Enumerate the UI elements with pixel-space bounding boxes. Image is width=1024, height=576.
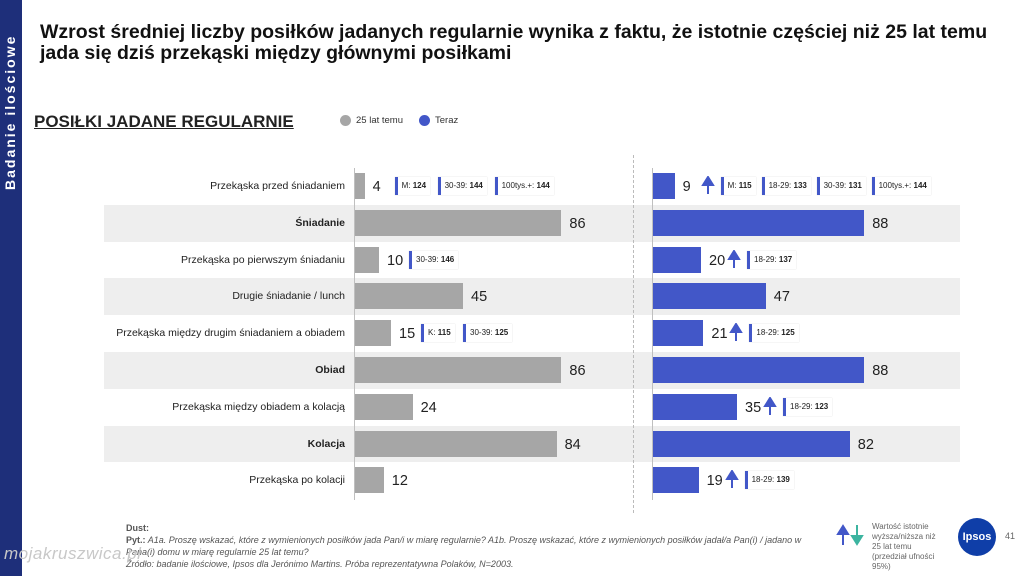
footnote-question: A1a. Proszę wskazać, które z wymienionyc… xyxy=(126,535,802,557)
value-label-past: 12 xyxy=(391,473,408,490)
chart-divider xyxy=(633,155,634,513)
significance-arrows-icon xyxy=(836,524,864,546)
significance-note: Wartość istotnie wyższa/niższa niż 25 la… xyxy=(872,522,936,571)
subgroup-tag: 30-39: 125 xyxy=(463,324,513,343)
bar-now xyxy=(653,173,675,199)
footnote-source: Źródło: badanie ilościowe, Ipsos dla Jer… xyxy=(126,559,514,569)
significance-legend: Wartość istotnie wyższa/niższa niż 25 la… xyxy=(836,522,936,572)
subgroup-tag: 18-29: 125 xyxy=(749,324,799,343)
bar-past xyxy=(355,246,379,273)
value-label-now: 9 xyxy=(682,179,691,195)
subgroup-tag: 18-29: 139 xyxy=(744,471,794,490)
subgroup-tag: 18-29: 123 xyxy=(783,397,833,416)
up-arrow-icon xyxy=(729,322,744,342)
footnote-question-label: Pyt.: xyxy=(126,535,146,545)
bar-now xyxy=(653,320,704,347)
subgroup-tag: M: 115 xyxy=(720,177,756,195)
category-label: Przekąska między drugim śniadaniem a obi… xyxy=(116,327,345,340)
up-arrow-icon xyxy=(727,248,741,268)
legend-label-past: 25 lat temu xyxy=(356,115,403,126)
subgroup-tag: 100tys.+: 144 xyxy=(871,177,931,195)
value-label-now: 21 xyxy=(711,326,728,343)
up-arrow-icon xyxy=(700,175,715,194)
subgroup-tag: 30-39: 131 xyxy=(816,177,866,195)
sidebar-label: Badanie ilościowe xyxy=(2,34,18,190)
legend-label-now: Teraz xyxy=(435,115,459,126)
category-label: Przekąska po pierwszym śniadaniu xyxy=(181,253,345,266)
bar-now xyxy=(653,246,701,273)
value-label-past: 15 xyxy=(399,326,416,343)
bar-past xyxy=(355,283,463,310)
axis-line-now xyxy=(652,168,653,500)
sidebar: Badanie ilościowe xyxy=(0,0,22,576)
bar-now xyxy=(653,209,865,236)
bar-now xyxy=(653,357,865,383)
subgroup-tag: 100tys.+: 144 xyxy=(494,177,554,195)
bar-past xyxy=(355,173,365,199)
value-label-now: 19 xyxy=(706,473,723,490)
chart-legend: 25 lat temu Teraz xyxy=(340,115,466,126)
category-label: Przekąska po kolacji xyxy=(249,474,345,487)
bar-past xyxy=(355,430,557,457)
value-label-now: 82 xyxy=(857,436,874,453)
page-number: 41 xyxy=(1005,531,1016,541)
legend-swatch-now xyxy=(419,115,430,126)
watermark: mojakruszwica.pl xyxy=(4,544,142,563)
footnote-base: Dust: xyxy=(126,523,149,533)
category-label: Śniadanie xyxy=(295,216,345,229)
subgroup-tag: 30-39: 146 xyxy=(409,250,459,269)
legend-swatch-past xyxy=(340,115,351,126)
value-label-past: 45 xyxy=(471,289,488,306)
category-label: Kolacja xyxy=(307,437,345,450)
value-label-now: 35 xyxy=(745,399,762,416)
subgroup-tag: M: 124 xyxy=(394,177,431,195)
footnote: Dust: Pyt.: A1a. Proszę wskazać, które z… xyxy=(126,522,806,570)
bar-past xyxy=(355,357,562,383)
subgroup-tag: 30-39: 144 xyxy=(437,177,487,195)
up-arrow-icon xyxy=(763,395,777,415)
category-label: Przekąska przed śniadaniem xyxy=(210,180,345,192)
category-label: Przekąska między obiadem a kolacją xyxy=(172,400,345,413)
subgroup-tag: 18-29: 133 xyxy=(761,177,811,195)
bar-now xyxy=(653,467,699,494)
bar-now xyxy=(653,283,766,310)
ipsos-logo: Ipsos xyxy=(958,518,996,556)
value-label-past: 24 xyxy=(420,399,437,416)
page-title: Wzrost średniej liczby posiłków jadanych… xyxy=(40,21,988,64)
value-label-past: 86 xyxy=(569,215,586,232)
row-background xyxy=(104,278,960,316)
bar-past xyxy=(355,393,413,420)
value-label-past: 10 xyxy=(387,252,404,269)
value-label-past: 86 xyxy=(569,363,586,379)
value-label-now: 47 xyxy=(773,289,790,306)
axis-line-past xyxy=(354,168,355,500)
value-label-past: 84 xyxy=(564,436,581,453)
value-label-now: 88 xyxy=(872,215,889,232)
bar-now xyxy=(653,430,850,457)
category-label: Obiad xyxy=(315,364,345,376)
subgroup-tag: K: 115 xyxy=(421,324,455,343)
section-title: POSIŁKI JADANE REGULARNIE xyxy=(34,112,294,131)
bar-now xyxy=(653,393,737,420)
up-arrow-icon xyxy=(724,469,739,489)
value-label-now: 20 xyxy=(709,252,726,269)
bar-past xyxy=(355,209,562,236)
subgroup-tag: 18-29: 137 xyxy=(747,250,797,269)
value-label-past: 4 xyxy=(372,179,381,195)
category-label: Drugie śniadanie / lunch xyxy=(232,290,345,303)
bar-past xyxy=(355,320,391,347)
value-label-now: 88 xyxy=(872,363,889,379)
bar-past xyxy=(355,467,384,494)
